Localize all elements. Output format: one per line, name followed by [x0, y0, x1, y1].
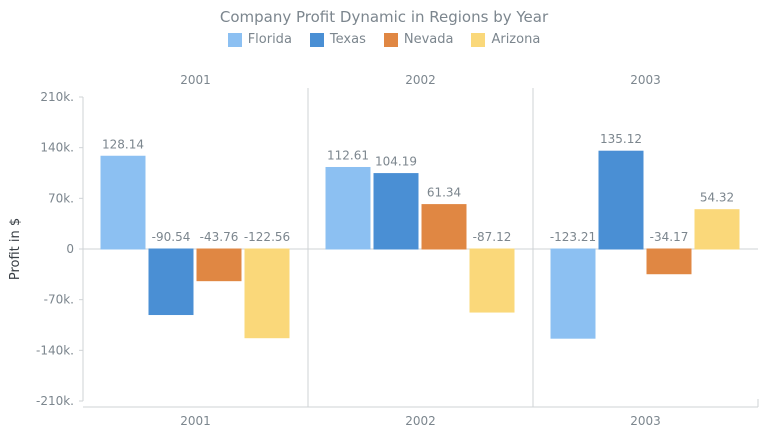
legend-item-nevada[interactable]: Nevada: [383, 32, 454, 47]
legend-label: Florida: [247, 32, 292, 47]
data-label: -34.17: [650, 230, 689, 244]
data-label: -123.21: [550, 230, 596, 244]
legend-item-arizona[interactable]: Arizona: [471, 32, 540, 47]
legend-swatch: [309, 32, 324, 47]
bar-florida-2003: [550, 248, 596, 339]
data-label: -122.56: [244, 230, 290, 244]
bar-arizona-2001: [244, 248, 290, 339]
bar-florida-2002: [325, 166, 371, 250]
y-tick-label: 140k.: [40, 141, 74, 155]
data-label: 54.32: [700, 191, 734, 205]
category-label-bottom: 2003: [630, 414, 661, 428]
data-label: 128.14: [102, 137, 144, 151]
data-label: 104.19: [375, 155, 417, 169]
category-label-top: 2001: [180, 73, 211, 87]
legend: Florida Texas Nevada Arizona: [0, 32, 768, 47]
bar-nevada-2003: [646, 248, 692, 275]
data-label: -87.12: [473, 230, 512, 244]
data-label: 112.61: [327, 148, 369, 162]
y-tick-label: 0: [66, 242, 74, 256]
bar-arizona-2002: [469, 248, 515, 313]
legend-swatch: [227, 32, 242, 47]
data-label: 135.12: [600, 132, 642, 146]
bar-texas-2001: [148, 248, 194, 316]
legend-swatch: [383, 32, 398, 47]
category-label-top: 2003: [630, 73, 661, 87]
y-tick-label: -140k.: [36, 343, 74, 357]
data-label: -90.54: [152, 230, 191, 244]
bar-texas-2003: [598, 150, 644, 250]
y-axis-title: Profit in $: [8, 218, 23, 280]
legend-swatch: [471, 32, 486, 47]
category-label-bottom: 2002: [405, 414, 436, 428]
y-tick-label: 70k.: [48, 191, 74, 205]
legend-label: Nevada: [403, 32, 454, 47]
chart-title: Company Profit Dynamic in Regions by Yea…: [219, 8, 549, 26]
category-label-top: 2002: [405, 73, 436, 87]
data-label: -43.76: [200, 230, 239, 244]
legend-label: Texas: [329, 32, 366, 47]
legend-item-texas[interactable]: Texas: [309, 32, 366, 47]
bar-arizona-2003: [694, 209, 740, 250]
legend-item-florida[interactable]: Florida: [227, 32, 292, 47]
y-tick-label: -70k.: [44, 293, 74, 307]
y-tick-label: 210k.: [40, 90, 74, 104]
category-label-bottom: 2001: [180, 414, 211, 428]
bar-nevada-2002: [421, 204, 467, 250]
data-label: 61.34: [427, 186, 461, 200]
y-tick-label: -210k.: [36, 394, 74, 408]
bar-texas-2002: [373, 173, 419, 250]
legend-label: Arizona: [491, 32, 541, 47]
bar-florida-2001: [100, 155, 146, 250]
bar-nevada-2001: [196, 248, 242, 282]
